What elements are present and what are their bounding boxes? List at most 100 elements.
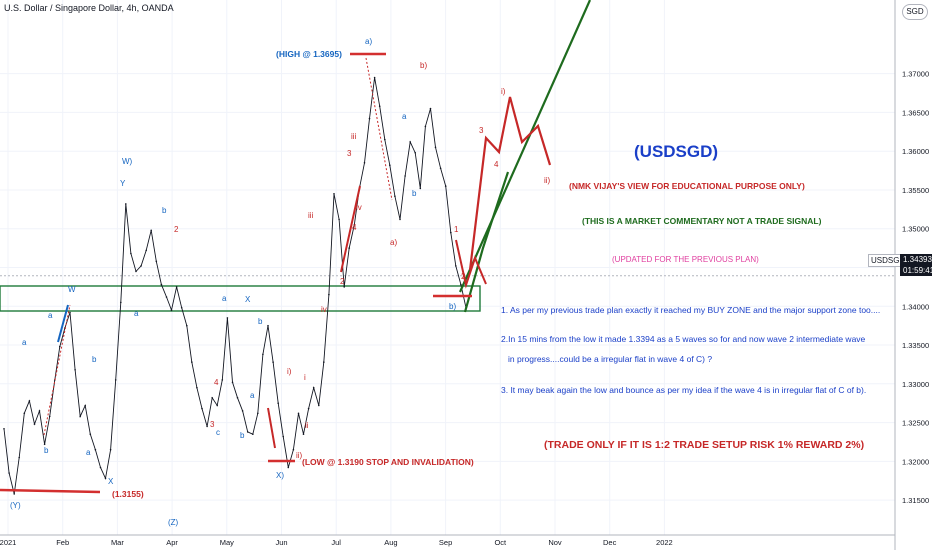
wave-label-2-1: 2	[174, 225, 179, 234]
y-tick-label: 1.35500	[902, 186, 929, 195]
bar-countdown-badge: 01:59:41	[900, 265, 932, 276]
currency-button[interactable]: SGD	[902, 4, 928, 20]
x-axis-ticks: 2021 Feb Mar Apr May Jun Jul Aug Sep Oct Nov Dec 202…	[0, 538, 673, 547]
wave-label-ii-paren: ii)	[544, 176, 551, 185]
price-point	[74, 369, 76, 371]
price-point	[180, 307, 183, 309]
price-point	[191, 361, 193, 363]
x-tick-label: Sep	[439, 538, 452, 547]
price-point	[23, 412, 26, 415]
price-point	[160, 283, 163, 286]
price-point	[221, 379, 224, 381]
updated-annotation: (UPDATED FOR THE PREVIOUS PLAN)	[612, 255, 759, 264]
price-point	[89, 433, 92, 436]
note-3: 3. It may beak again the low and bounce …	[501, 385, 866, 395]
price-point	[38, 410, 41, 412]
price-points	[3, 76, 467, 495]
price-point	[216, 404, 218, 407]
price-point	[287, 466, 290, 469]
x-tick-label: Aug	[384, 538, 397, 547]
wave-label-a-5: a	[222, 294, 227, 303]
price-point	[348, 247, 351, 249]
wave-label-b-6: b	[412, 189, 417, 198]
price-point	[429, 107, 432, 110]
wave-label-a-6: a	[250, 391, 255, 400]
price-point	[18, 456, 21, 459]
price-point	[272, 361, 274, 363]
y-tick-label: 1.33000	[902, 380, 929, 389]
price-point	[186, 324, 188, 327]
wave-label-2-2: 2	[340, 277, 345, 286]
wave-blue-line	[57, 304, 69, 343]
x-tick-label: May	[220, 538, 234, 547]
wave-label-4-2: 4	[352, 223, 357, 232]
wave-3-line	[340, 185, 361, 273]
price-point	[455, 265, 457, 267]
price-point	[277, 402, 280, 405]
price-point	[28, 400, 31, 402]
price-point	[262, 353, 264, 356]
price-point	[333, 193, 335, 195]
price-point	[307, 407, 310, 410]
wave-label-a-2: a	[48, 311, 53, 320]
price-point	[343, 286, 346, 288]
wave-label-3-3: 3	[479, 126, 484, 135]
x-tick-label: Mar	[111, 538, 124, 547]
price-point	[450, 231, 452, 234]
dotted-trend-line	[43, 304, 71, 436]
price-point	[79, 415, 81, 418]
note-2b: in progress....could be a irregular flat…	[508, 354, 712, 364]
note-1: 1. As per my previous trade plan exactly…	[501, 305, 880, 315]
wave-label-Y-double: (Y)	[10, 501, 21, 510]
wave-label-X: X	[245, 295, 251, 304]
price-point	[328, 293, 330, 296]
symbol-big-title: (USDSGD)	[634, 142, 718, 161]
wave-label-W-paren: W)	[122, 157, 133, 166]
price-point	[394, 195, 396, 197]
y-tick-label: 1.32000	[902, 457, 929, 466]
price-point	[43, 443, 46, 446]
price-point	[59, 345, 61, 348]
price-point	[33, 423, 36, 425]
price-point	[13, 493, 15, 495]
wave-label-1-1: 1	[454, 225, 459, 234]
projection-channel-lower	[463, 171, 510, 313]
support-low-marker	[0, 488, 101, 494]
wave-label-3-2: 3	[347, 149, 352, 158]
price-point	[109, 448, 112, 451]
wave-label-b-paren-2: b)	[449, 302, 456, 311]
x-tick-label: Feb	[56, 538, 69, 547]
price-point	[338, 218, 340, 221]
price-point	[48, 415, 51, 418]
price-point	[175, 286, 178, 288]
price-point	[282, 435, 285, 438]
wave-label-iii-1: iii	[308, 211, 314, 220]
y-tick-label: 1.32500	[902, 419, 929, 428]
last-price-badge: 1.34393	[900, 254, 932, 265]
x-tick-label: Dec	[603, 538, 617, 547]
price-point	[312, 386, 315, 389]
price-point	[384, 138, 386, 141]
wave-label-a-3: a	[86, 448, 91, 457]
chart-header-title: U.S. Dollar / Singapore Dollar, 4h, OAND…	[4, 3, 174, 13]
wave-label-3-1: 3	[210, 420, 215, 429]
price-series-line	[3, 77, 467, 495]
price-point	[267, 324, 269, 327]
price-point	[211, 397, 213, 399]
price-point	[414, 151, 417, 154]
wave-label-4-3: 4	[494, 160, 499, 169]
price-point	[409, 141, 412, 143]
projection-lines	[43, 0, 592, 449]
price-point	[114, 379, 117, 381]
text-annotations: (HIGH @ 1.3695) (LOW @ 1.3190 STOP AND I…	[112, 49, 880, 499]
view-annotation: (NMK VIJAY'S VIEW FOR EDUCATIONAL PURPOS…	[569, 181, 805, 191]
price-point	[424, 125, 427, 128]
wave-label-b-paren: b)	[420, 61, 427, 70]
wave-label-iv-2: iv	[356, 203, 362, 212]
price-point	[8, 472, 10, 474]
price-point	[318, 404, 320, 407]
price-point	[404, 175, 406, 177]
price-point	[368, 117, 371, 120]
